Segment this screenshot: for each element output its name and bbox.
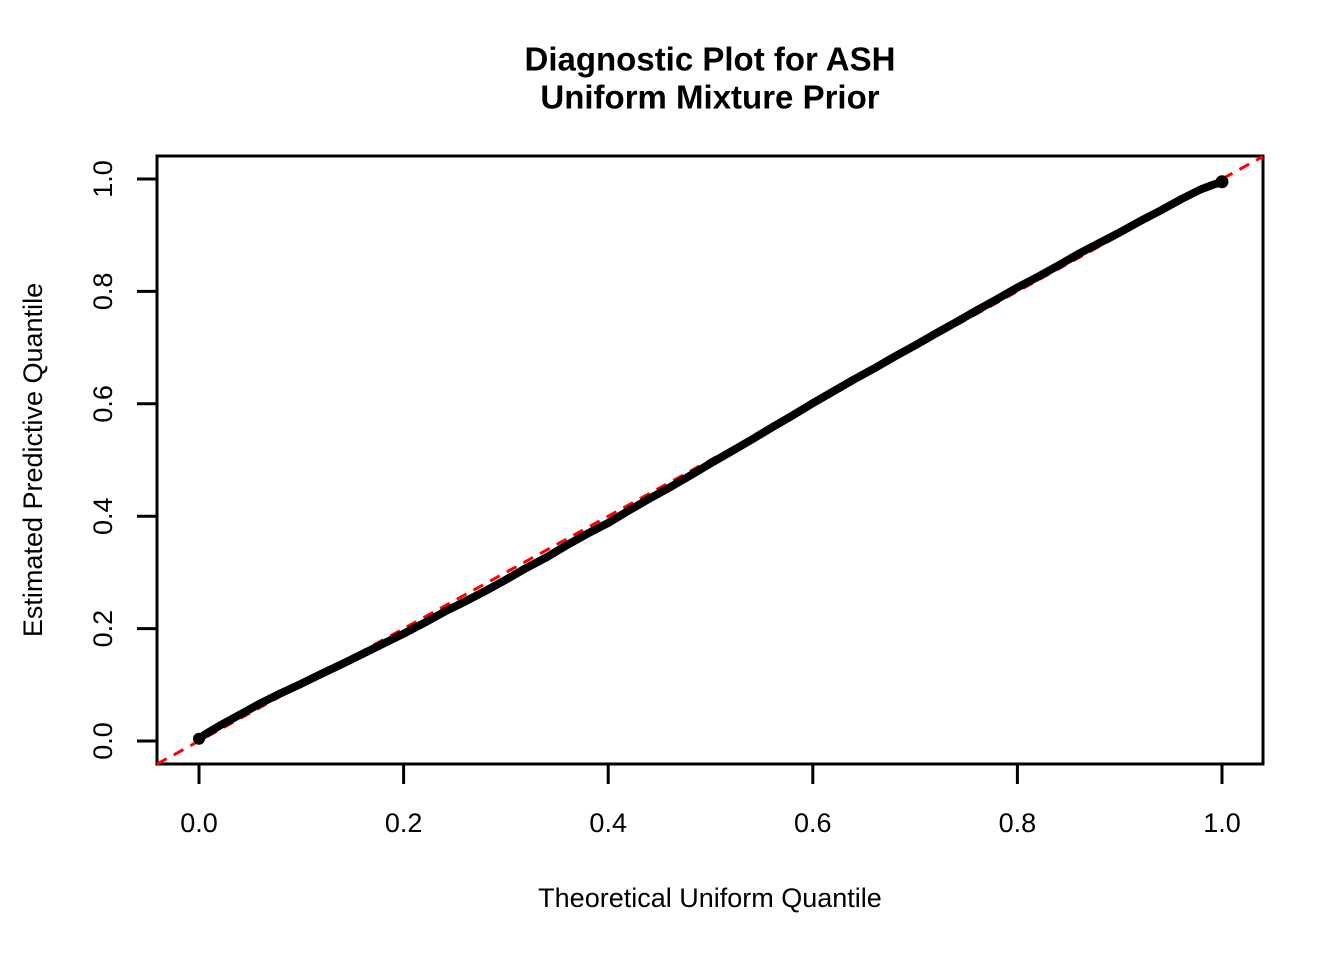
x-tick-label: 1.0 — [1203, 808, 1241, 838]
x-tick-label: 0.0 — [180, 808, 218, 838]
y-tick-label: 0.0 — [88, 722, 118, 760]
x-tick-label: 0.2 — [385, 808, 423, 838]
x-tick-label: 0.4 — [589, 808, 627, 838]
y-tick-label: 0.2 — [88, 610, 118, 648]
x-axis-ticks: 0.0 0.2 0.4 0.6 0.8 1.0 — [180, 764, 1241, 838]
y-tick-label: 0.6 — [88, 385, 118, 423]
x-axis-title: Theoretical Uniform Quantile — [538, 883, 882, 913]
x-tick-label: 0.6 — [794, 808, 832, 838]
plot-title-line2: Uniform Mixture Prior — [540, 79, 879, 116]
plot-title-line1: Diagnostic Plot for ASH — [525, 41, 896, 78]
x-tick-label: 0.8 — [999, 808, 1037, 838]
y-axis-title: Estimated Predictive Quantile — [18, 283, 48, 637]
y-tick-label: 0.8 — [88, 273, 118, 311]
plot-box — [155, 154, 1265, 766]
y-tick-label: 0.4 — [88, 497, 118, 535]
quantile-curve — [195, 177, 1226, 743]
y-tick-label: 1.0 — [88, 160, 118, 198]
quantile-curve-start-point — [193, 732, 205, 745]
y-axis-ticks: 0.0 0.2 0.4 0.6 0.8 1.0 — [88, 160, 157, 760]
quantile-curve-end-point — [1215, 175, 1229, 189]
